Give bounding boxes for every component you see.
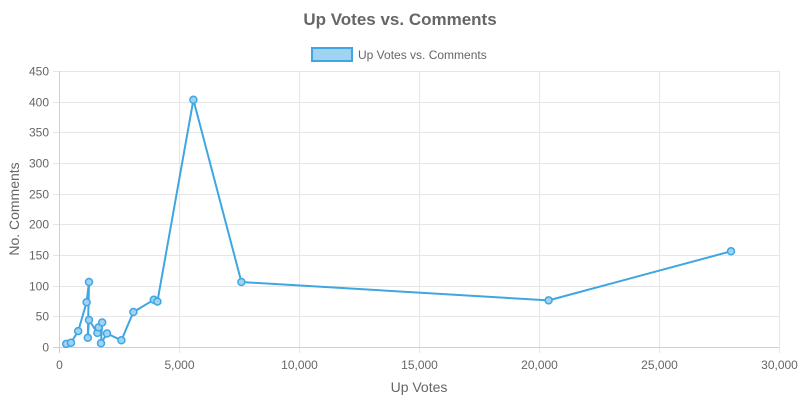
data-point[interactable] bbox=[237, 277, 246, 287]
x-tick-label: 20,000 bbox=[521, 358, 558, 372]
data-point[interactable] bbox=[73, 326, 83, 336]
y-tick-label: 100 bbox=[29, 280, 49, 294]
data-point[interactable] bbox=[189, 95, 198, 105]
series-line bbox=[65, 98, 732, 345]
y-tick-label: 0 bbox=[42, 341, 49, 355]
data-point[interactable] bbox=[102, 329, 112, 338]
data-point[interactable] bbox=[84, 277, 94, 287]
data-point[interactable] bbox=[96, 339, 106, 348]
y-axis-title: No. Comments bbox=[6, 162, 22, 255]
y-tick-label: 300 bbox=[29, 157, 49, 171]
data-point[interactable] bbox=[66, 338, 76, 347]
grid bbox=[53, 71, 780, 353]
y-tick-label: 50 bbox=[36, 310, 50, 324]
y-tick-label: 200 bbox=[29, 218, 49, 232]
data-point[interactable] bbox=[153, 297, 162, 306]
data-point[interactable] bbox=[83, 333, 93, 343]
data-point[interactable] bbox=[129, 307, 138, 317]
data-point[interactable] bbox=[84, 315, 94, 325]
axes bbox=[53, 71, 779, 353]
y-tick-label: 450 bbox=[29, 65, 49, 79]
data-point[interactable] bbox=[97, 318, 107, 327]
data-point[interactable] bbox=[726, 247, 736, 256]
x-tick-label: 10,000 bbox=[281, 358, 318, 372]
series-layer bbox=[61, 95, 736, 349]
x-tick-label: 15,000 bbox=[401, 358, 438, 372]
y-tick-label: 250 bbox=[29, 188, 49, 202]
legend[interactable]: Up Votes vs. Comments bbox=[311, 47, 487, 62]
y-tick-label: 350 bbox=[29, 126, 49, 140]
x-tick-label: 25,000 bbox=[641, 358, 678, 372]
legend-swatch[interactable] bbox=[311, 47, 353, 62]
data-point[interactable] bbox=[544, 296, 553, 305]
data-point[interactable] bbox=[117, 336, 126, 345]
data-point[interactable] bbox=[82, 297, 91, 307]
y-tick-label: 150 bbox=[29, 249, 49, 263]
x-tick-label: 5,000 bbox=[164, 358, 194, 372]
tick-labels: 0 50 100 150 200 250 300 350 400 450 0 5,000 10,000 1… bbox=[29, 65, 798, 373]
legend-label[interactable]: Up Votes vs. Comments bbox=[358, 48, 487, 62]
x-axis-title: Up Votes bbox=[391, 379, 448, 395]
x-tick-label: 0 bbox=[56, 358, 63, 372]
chart-title: Up Votes vs. Comments bbox=[303, 10, 496, 29]
x-tick-label: 30,000 bbox=[761, 358, 798, 372]
y-tick-label: 400 bbox=[29, 96, 49, 110]
